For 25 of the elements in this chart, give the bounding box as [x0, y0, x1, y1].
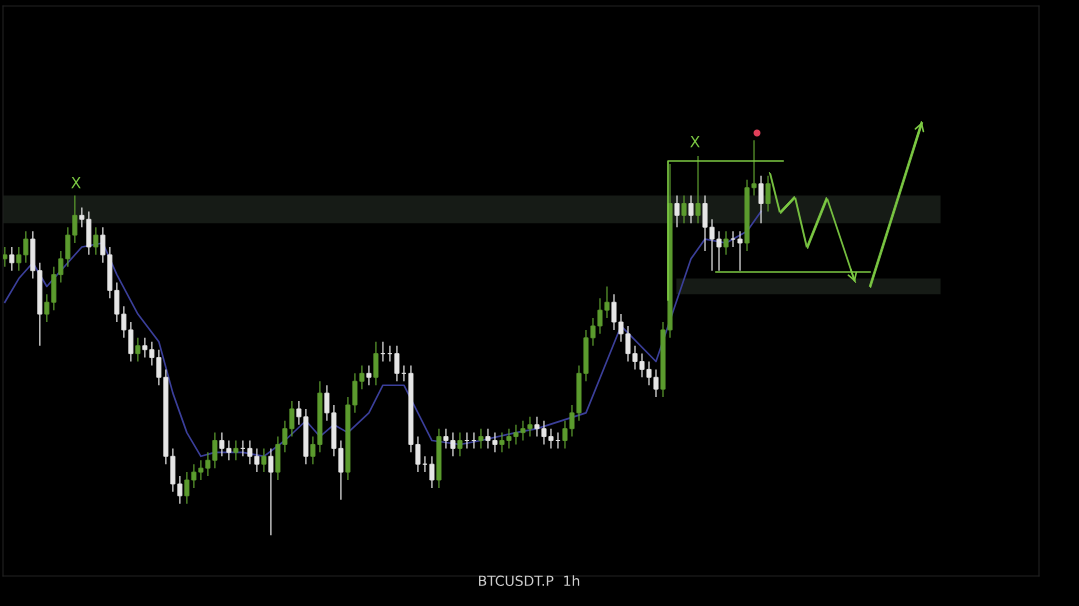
candlestick — [457, 431, 463, 457]
candlestick — [723, 230, 729, 256]
candlestick — [478, 428, 484, 450]
candlestick — [9, 246, 15, 272]
candlestick — [758, 175, 764, 224]
candlestick — [688, 194, 694, 224]
candlestick — [268, 447, 274, 536]
annotation: X — [690, 136, 700, 148]
candlestick — [674, 194, 680, 228]
annotation: X — [71, 177, 81, 189]
candlestick — [695, 155, 701, 224]
candlestick — [3, 246, 8, 268]
candlestick — [373, 341, 379, 386]
candlestick — [135, 337, 141, 363]
candlestick — [730, 230, 736, 248]
candlestick — [233, 439, 239, 461]
text: BTCUSDT.P 1h — [479, 575, 580, 587]
candlestick — [261, 447, 267, 473]
candlestick — [765, 175, 771, 213]
candlestick — [394, 345, 400, 382]
candlestick — [366, 364, 372, 386]
candlestick — [681, 194, 687, 224]
candlestick — [737, 230, 743, 272]
candlestick — [93, 226, 99, 256]
candlestick — [429, 455, 435, 489]
